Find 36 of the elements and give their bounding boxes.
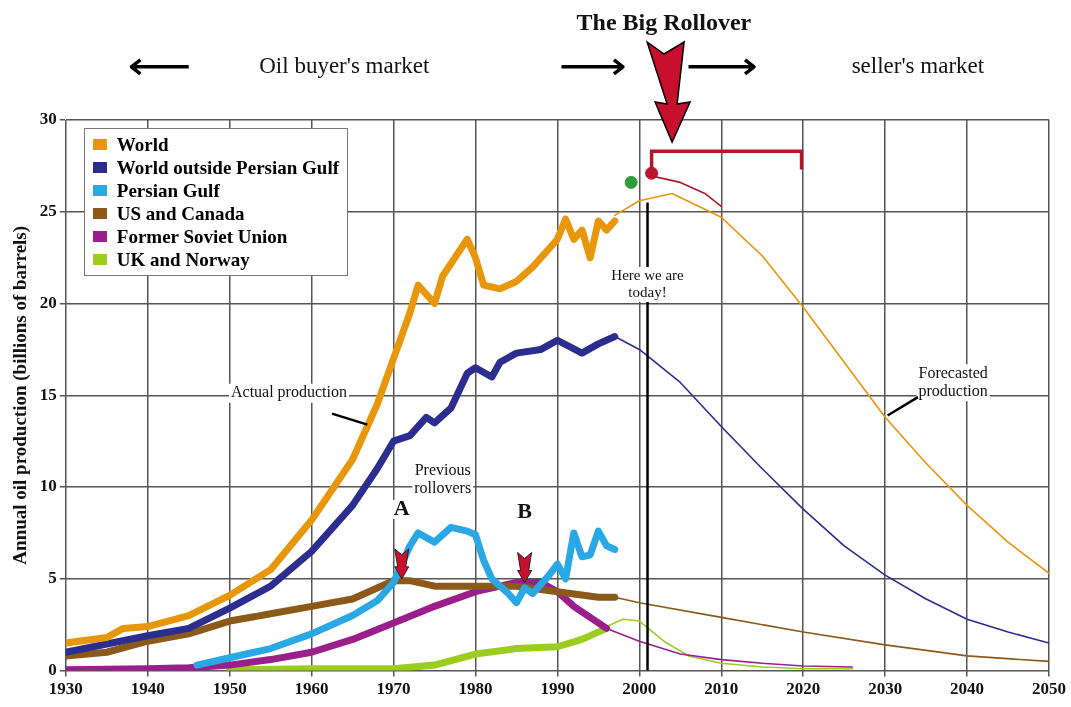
x-tick-label: 1990 <box>540 679 575 699</box>
text: Oil buyer's market <box>259 52 431 78</box>
annotation: B <box>517 498 533 524</box>
y-tick-label: 0 <box>48 659 57 679</box>
x-tick-label: 1960 <box>294 679 329 699</box>
y-tick-label: 25 <box>39 201 57 221</box>
annotation: Previous rollovers <box>414 460 472 496</box>
x-tick-label: 1980 <box>458 679 493 699</box>
annotation: A <box>393 494 410 520</box>
chart-title: The Big Rollover <box>576 9 752 36</box>
x-tick-label: 2050 <box>1032 679 1066 699</box>
text: seller's market <box>851 52 985 78</box>
annotation: Actual production <box>230 383 347 402</box>
x-tick-label: 2020 <box>786 679 821 699</box>
y-tick-label: 30 <box>39 109 57 129</box>
y-tick-label: 10 <box>39 476 57 496</box>
x-tick-label: 2000 <box>622 679 657 699</box>
ref-line-label: Here we are today! <box>611 266 685 300</box>
legend-label: UK and Norway <box>116 248 250 271</box>
legend-label: Persian Gulf <box>116 179 220 202</box>
y-tick-label: 15 <box>39 384 57 404</box>
x-tick-label: 2010 <box>704 679 739 699</box>
x-tick-label: 1970 <box>376 679 411 699</box>
y-tick-label: 5 <box>48 568 57 588</box>
legend-label: World <box>116 133 169 156</box>
annotation: Forecasted production <box>918 363 988 400</box>
legend-label: US and Canada <box>116 202 245 225</box>
x-tick-label: 2030 <box>868 679 903 699</box>
y-axis-title: Annual oil production (billions of barrels) <box>9 225 32 565</box>
legend-label: World outside Persian Gulf <box>116 156 340 179</box>
x-tick-label: 1940 <box>130 679 165 699</box>
x-tick-label: 2040 <box>950 679 985 699</box>
x-tick-label: 1930 <box>48 679 83 699</box>
y-tick-label: 20 <box>39 292 57 312</box>
x-tick-label: 1950 <box>212 679 247 699</box>
legend-label: Former Soviet Union <box>116 225 288 248</box>
